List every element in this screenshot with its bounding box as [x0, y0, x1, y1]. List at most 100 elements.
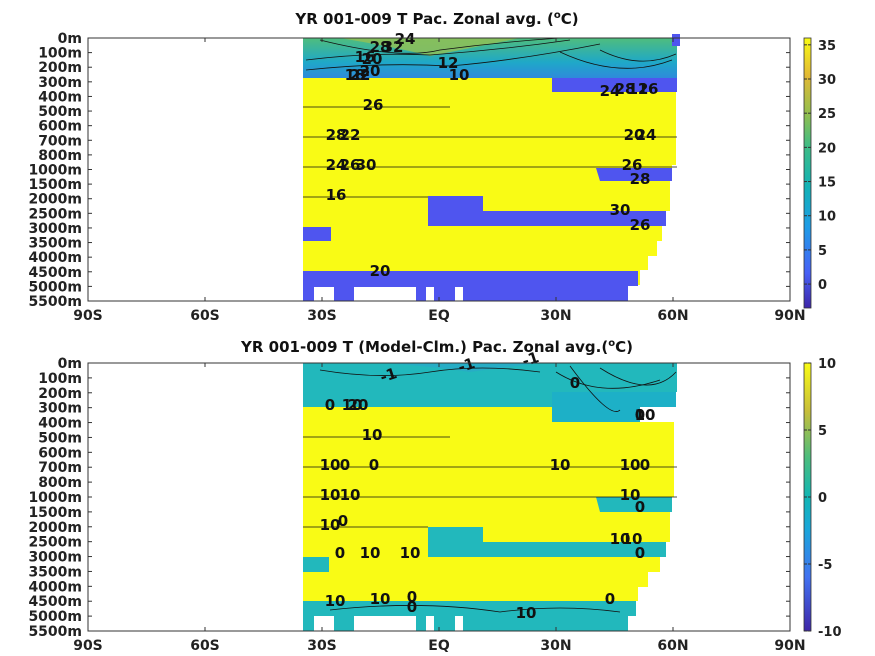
y-tick-label: 4500m — [28, 265, 82, 281]
contour-label: 28 — [630, 170, 651, 188]
contour-label: 28 — [326, 126, 347, 144]
contour-lines — [303, 365, 677, 613]
x-tick-label: 60S — [190, 308, 220, 324]
colorbar-tick-label: 25 — [818, 107, 836, 122]
contour-label: 0 — [635, 406, 645, 424]
y-tick-label: 1000m — [28, 490, 82, 506]
y-tick-label: 400m — [38, 416, 82, 432]
contour-label: -1 — [456, 354, 477, 376]
y-tick-label: 0m — [58, 31, 82, 47]
deep-cold-block — [552, 78, 677, 92]
contour-line — [559, 51, 673, 69]
x-tick-label: EQ — [428, 638, 450, 654]
contour-label: 26 — [340, 156, 361, 174]
contour-label: 26 — [630, 216, 651, 234]
land-mask-3 — [426, 287, 434, 301]
contour-label: 10 — [320, 486, 341, 504]
land-mask-1 — [314, 616, 334, 631]
bottom-anomaly — [303, 601, 636, 631]
contour-label: 10 — [360, 544, 381, 562]
colorbar-tick-label: 35 — [818, 39, 836, 54]
contour-label: 12 — [628, 80, 649, 98]
cool-anomaly-field — [380, 363, 540, 372]
contour-label: 20 — [624, 126, 645, 144]
contour-line — [555, 371, 661, 389]
x-tick-label: 30S — [307, 308, 337, 324]
contour-label: 10 — [610, 530, 631, 548]
contour-label: 0 — [570, 374, 580, 392]
x-tick-label: 30N — [540, 638, 571, 654]
x-tick-label: 90S — [73, 308, 103, 324]
colorbar-tick-label: 5 — [818, 244, 827, 259]
contour-label: 18 — [345, 66, 366, 84]
y-tick-label: 1000m — [28, 163, 82, 179]
contour-label: 0 — [340, 456, 350, 474]
land-mask-2 — [354, 287, 416, 301]
contour-label: 26 — [622, 156, 643, 174]
colorbar-tick-label: 0 — [818, 491, 827, 506]
contour-label: 10 — [516, 604, 537, 622]
x-axis: 90S 60S 30S EQ 30N 60N 90N — [73, 363, 806, 654]
panel-2: YR 001-009 T (Model-Clm.) Pac. Zonal avg… — [28, 338, 841, 654]
colorbar-tick-label: -10 — [818, 625, 842, 640]
land-mask-3 — [426, 616, 434, 631]
contour-label: 0 — [407, 598, 417, 616]
contour-label: 10 — [400, 544, 421, 562]
x-tick-label: 90N — [774, 638, 805, 654]
cold-step — [596, 168, 672, 181]
y-axis: 0m100m200m300m400m500m600m700m800m1000m1… — [28, 31, 790, 310]
contour-label: 24 — [395, 30, 416, 48]
y-tick-label: 2000m — [28, 520, 82, 536]
contour-label: 10 — [449, 66, 470, 84]
contour-label: 20 — [362, 50, 383, 68]
y-tick-label: 4000m — [28, 579, 82, 595]
x-tick-label: EQ — [428, 308, 450, 324]
y-tick-label: 2500m — [28, 535, 82, 551]
contour-label: 10 — [550, 456, 571, 474]
chart-title: YR 001-009 T Pac. Zonal avg. (oC) — [294, 10, 578, 28]
x-tick-label: 60N — [657, 308, 688, 324]
contour-label: 22 — [350, 66, 371, 84]
abyssal-block — [428, 196, 666, 226]
colorbar-tick-label: 15 — [818, 176, 836, 191]
y-tick-label: 100m — [38, 46, 82, 62]
land-mask-1 — [314, 287, 334, 301]
contour-label: 16 — [355, 48, 376, 66]
contour-label: 20 — [348, 396, 369, 414]
contour-label: 10 — [635, 406, 656, 424]
y-tick-label: 3500m — [28, 564, 82, 580]
contour-label: 24 — [326, 156, 347, 174]
x-tick-label: 60N — [657, 638, 688, 654]
colorbar: 35 30 25 20 15 10 5 0 — [803, 37, 836, 309]
contour-line — [599, 367, 677, 386]
contour-label: 10 — [320, 456, 341, 474]
y-tick-label: 1500m — [28, 177, 82, 193]
contour-line — [305, 39, 571, 61]
y-tick-label: 700m — [38, 460, 82, 476]
land-mask-4 — [455, 616, 463, 631]
contour-label: 28 — [615, 80, 636, 98]
deep-field — [303, 78, 676, 285]
y-tick-label: 700m — [38, 133, 82, 149]
contour-label: 20 — [360, 62, 381, 80]
contour-label: 0 — [325, 396, 335, 414]
contour-label: -1 — [520, 348, 541, 370]
contour-label: 28 — [370, 38, 391, 56]
contour-line — [329, 605, 621, 613]
contour-line — [305, 43, 601, 71]
x-tick-label: 30S — [307, 638, 337, 654]
contour-line — [319, 367, 541, 376]
y-tick-label: 600m — [38, 119, 82, 135]
y-tick-label: 500m — [38, 104, 82, 120]
contour-label: 0 — [635, 544, 645, 562]
panel-1: YR 001-009 T Pac. Zonal avg. (oC)2428321… — [28, 10, 836, 324]
y-tick-label: 2500m — [28, 206, 82, 222]
x-tick-label: 90N — [774, 308, 805, 324]
contour-label: 10 — [362, 426, 383, 444]
contour-label: 22 — [340, 126, 361, 144]
anomaly-patch — [303, 557, 329, 572]
y-tick-label: 5500m — [28, 294, 82, 310]
